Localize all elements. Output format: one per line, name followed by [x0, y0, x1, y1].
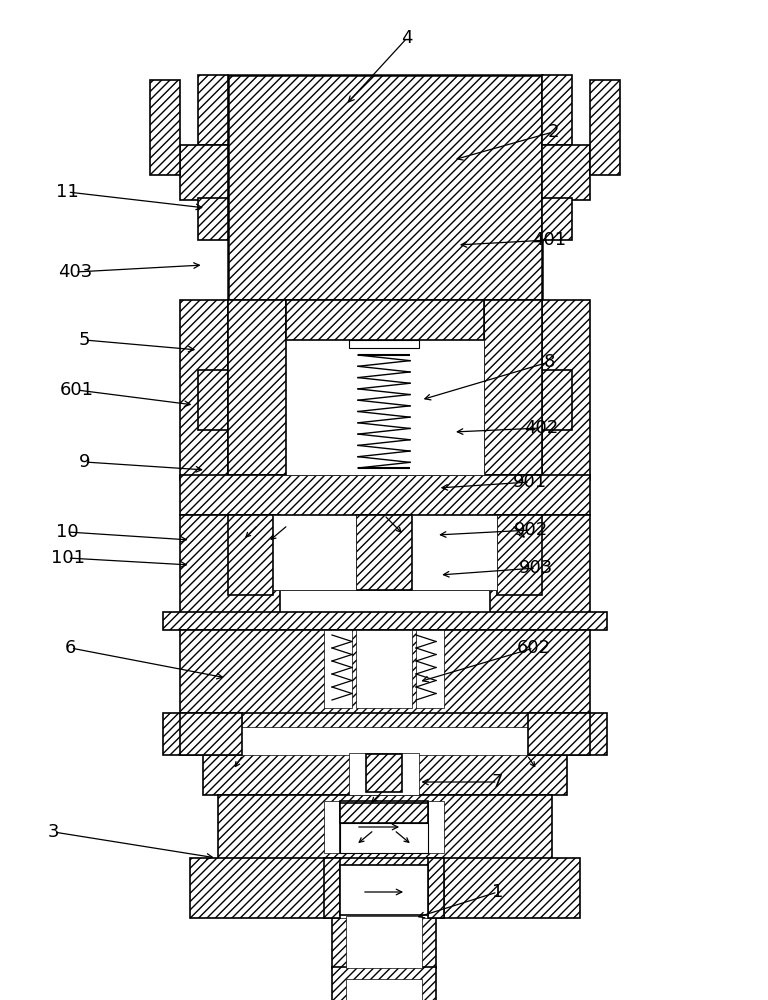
Bar	[180, 145, 228, 200]
Bar	[180, 713, 242, 755]
Bar	[428, 858, 444, 918]
Bar	[349, 340, 419, 348]
Bar	[198, 198, 228, 240]
Bar	[497, 515, 542, 595]
Text: 9: 9	[79, 453, 90, 471]
Text: 101: 101	[51, 549, 84, 567]
Bar	[324, 874, 444, 918]
Bar	[490, 515, 590, 615]
Text: 903: 903	[519, 559, 553, 577]
Text: 402: 402	[525, 419, 558, 437]
Text: 5: 5	[79, 331, 90, 349]
Text: 8: 8	[544, 353, 554, 371]
Bar	[528, 713, 590, 755]
Text: 7: 7	[492, 773, 503, 791]
Bar	[346, 916, 422, 968]
Bar	[203, 753, 567, 795]
Text: 10: 10	[56, 523, 79, 541]
Text: 2: 2	[548, 123, 558, 141]
Bar	[416, 630, 444, 708]
Bar	[273, 515, 356, 590]
Text: 901: 901	[513, 473, 547, 491]
Bar	[332, 967, 436, 1000]
Bar	[346, 979, 422, 1000]
Bar	[190, 858, 580, 918]
Bar	[590, 80, 620, 175]
Bar	[412, 515, 497, 590]
Text: 1: 1	[492, 883, 503, 901]
Bar	[332, 916, 436, 968]
Bar	[180, 300, 228, 480]
Bar	[542, 75, 572, 145]
Bar	[340, 823, 428, 853]
Bar	[354, 815, 414, 853]
Bar	[194, 727, 576, 755]
Bar	[340, 801, 428, 853]
Bar	[228, 75, 542, 300]
Text: 902: 902	[515, 521, 548, 539]
Bar	[324, 630, 352, 708]
Bar	[150, 80, 180, 175]
Text: 601: 601	[60, 381, 94, 399]
Bar	[198, 370, 228, 430]
Bar	[286, 340, 484, 475]
Bar	[340, 803, 428, 823]
Bar	[218, 795, 552, 860]
Bar	[324, 801, 444, 853]
Bar	[286, 300, 484, 475]
Bar	[324, 858, 340, 918]
Bar	[273, 515, 497, 590]
Bar	[356, 630, 412, 708]
Bar	[340, 865, 428, 915]
Bar	[286, 300, 484, 340]
Bar	[180, 475, 590, 515]
Bar	[163, 713, 607, 755]
Bar	[228, 515, 273, 595]
Bar	[542, 370, 572, 430]
Bar	[542, 198, 572, 240]
Bar	[198, 75, 228, 145]
Text: 602: 602	[517, 639, 551, 657]
Bar	[542, 145, 590, 200]
Text: 11: 11	[56, 183, 79, 201]
Text: 6: 6	[65, 639, 76, 657]
Bar	[349, 753, 419, 795]
Bar	[180, 630, 590, 715]
Bar	[542, 300, 590, 480]
Text: 403: 403	[58, 263, 92, 281]
Bar	[366, 754, 402, 792]
Bar	[180, 515, 280, 615]
Text: 401: 401	[532, 231, 566, 249]
Text: 3: 3	[48, 823, 59, 841]
Text: 4: 4	[402, 29, 412, 47]
Bar	[163, 612, 607, 630]
Bar	[228, 300, 286, 475]
Bar	[484, 300, 542, 475]
Bar	[356, 515, 412, 590]
